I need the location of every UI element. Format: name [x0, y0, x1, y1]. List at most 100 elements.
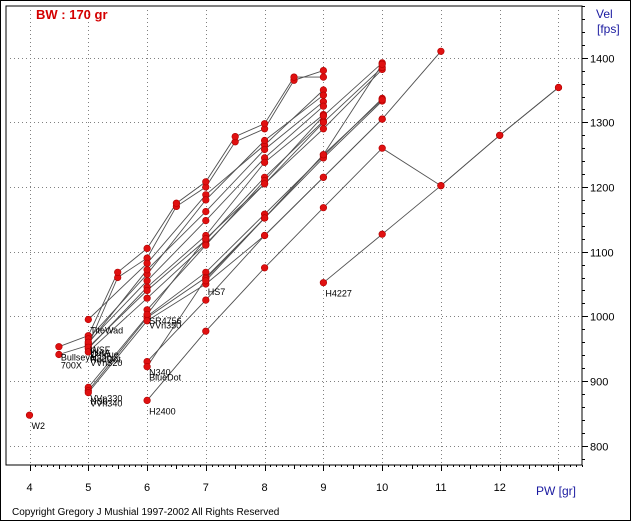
- data-point: [378, 60, 386, 68]
- axis-ticks: 4 5 6 7 8 9 10 11 12 800 900 1000 1100 1200 1300 1400: [26, 6, 614, 494]
- data-point: [261, 136, 269, 145]
- data-point: [319, 173, 328, 181]
- series-line: [87, 100, 383, 391]
- x-tick-label: 8: [262, 482, 268, 494]
- data-point: [202, 208, 210, 216]
- data-point: [319, 73, 328, 81]
- data-point: [202, 327, 210, 335]
- x-tick-label: 12: [494, 482, 506, 494]
- x-tick-label: 7: [203, 482, 209, 494]
- data-point: [84, 315, 92, 324]
- data-point: [261, 214, 269, 222]
- series-label: H4227: [325, 289, 352, 299]
- y-tick-label: 1300: [590, 118, 614, 130]
- series-label: W2: [32, 421, 46, 431]
- series-label: N320: [90, 353, 112, 363]
- data-point: [378, 115, 386, 123]
- data-point: [261, 180, 269, 188]
- copyright-notice: Copyright Gregory J Mushial 1997-2002 Al…: [12, 507, 279, 518]
- data-point: [143, 310, 151, 319]
- data-point: [84, 348, 92, 356]
- series-label: RedDot: [90, 355, 121, 365]
- series-label: 700X: [61, 361, 82, 371]
- series-label: VVn330: [90, 393, 122, 403]
- x-tick-label: 5: [85, 482, 91, 494]
- data-point: [202, 217, 210, 225]
- data-point: [172, 199, 180, 207]
- data-point: [114, 268, 122, 276]
- data-point: [290, 73, 298, 81]
- data-point: [319, 112, 328, 120]
- series-label: VVn320: [90, 358, 122, 368]
- y-tick-label: 1400: [590, 54, 614, 66]
- data-point: [202, 296, 210, 304]
- data-point: [55, 350, 63, 359]
- data-point: [319, 66, 328, 75]
- chart-title: BW : 170 gr: [36, 7, 108, 22]
- series-label: Unique: [90, 350, 119, 360]
- data-point: [261, 264, 269, 272]
- data-point: [319, 118, 328, 126]
- data-point: [437, 182, 445, 190]
- data-point: [496, 131, 504, 139]
- series-label: SR4756: [149, 316, 182, 326]
- data-point: [202, 196, 210, 204]
- data-point: [84, 389, 92, 397]
- grid-lines: [6, 6, 582, 465]
- data-point: [143, 259, 151, 267]
- data-point: [378, 144, 386, 152]
- data-point: [55, 343, 63, 351]
- data-point: [319, 204, 328, 212]
- data-point: [319, 125, 328, 133]
- x-tick-label: 11: [435, 482, 446, 494]
- series-line: [58, 76, 324, 348]
- series-label: VVn350: [149, 320, 181, 330]
- y-tick-label: 1100: [590, 248, 614, 260]
- data-point: [143, 396, 151, 405]
- y-tick-label: 900: [590, 377, 608, 389]
- y-axis-label-line2: [fps]: [597, 22, 620, 36]
- series-label: BlueDot: [149, 373, 182, 383]
- y-tick-label: 1200: [590, 183, 614, 195]
- data-point: [437, 47, 445, 55]
- series-label: WSF: [90, 345, 110, 355]
- series-line: [87, 69, 383, 353]
- data-point: [143, 286, 151, 295]
- data-point: [319, 151, 328, 159]
- x-tick-label: 6: [144, 482, 150, 494]
- series-label: HS6: [90, 397, 108, 407]
- data-point: [143, 266, 151, 274]
- data-point: [319, 91, 328, 99]
- data-point: [202, 241, 210, 249]
- x-tick-label: 9: [320, 482, 326, 494]
- series-line: [87, 98, 383, 388]
- data-points: [25, 47, 563, 419]
- series-label: VVn340: [90, 399, 122, 409]
- y-tick-label: 1000: [590, 312, 614, 324]
- series-label: TiteWad: [90, 326, 123, 336]
- y-tick-label: 800: [590, 442, 608, 454]
- series-label: WAA: [90, 348, 110, 358]
- y-axis-label-line1: Vel: [596, 7, 613, 21]
- data-point: [554, 83, 563, 92]
- data-point: [143, 294, 151, 302]
- data-point: [261, 145, 269, 154]
- data-point: [319, 279, 328, 287]
- data-point: [378, 96, 386, 104]
- data-point: [319, 102, 328, 110]
- data-point: [143, 277, 151, 285]
- x-axis-label: PW [gr]: [536, 484, 576, 498]
- data-point: [143, 363, 151, 371]
- series-label: H2400: [149, 406, 176, 416]
- data-point: [261, 231, 269, 240]
- data-point: [261, 158, 269, 166]
- data-point: [378, 230, 386, 238]
- series-line: [205, 63, 383, 282]
- data-point: [261, 120, 269, 128]
- data-point: [143, 244, 151, 252]
- series-line: [58, 70, 324, 355]
- data-point: [231, 133, 239, 141]
- x-tick-label: 10: [376, 482, 388, 494]
